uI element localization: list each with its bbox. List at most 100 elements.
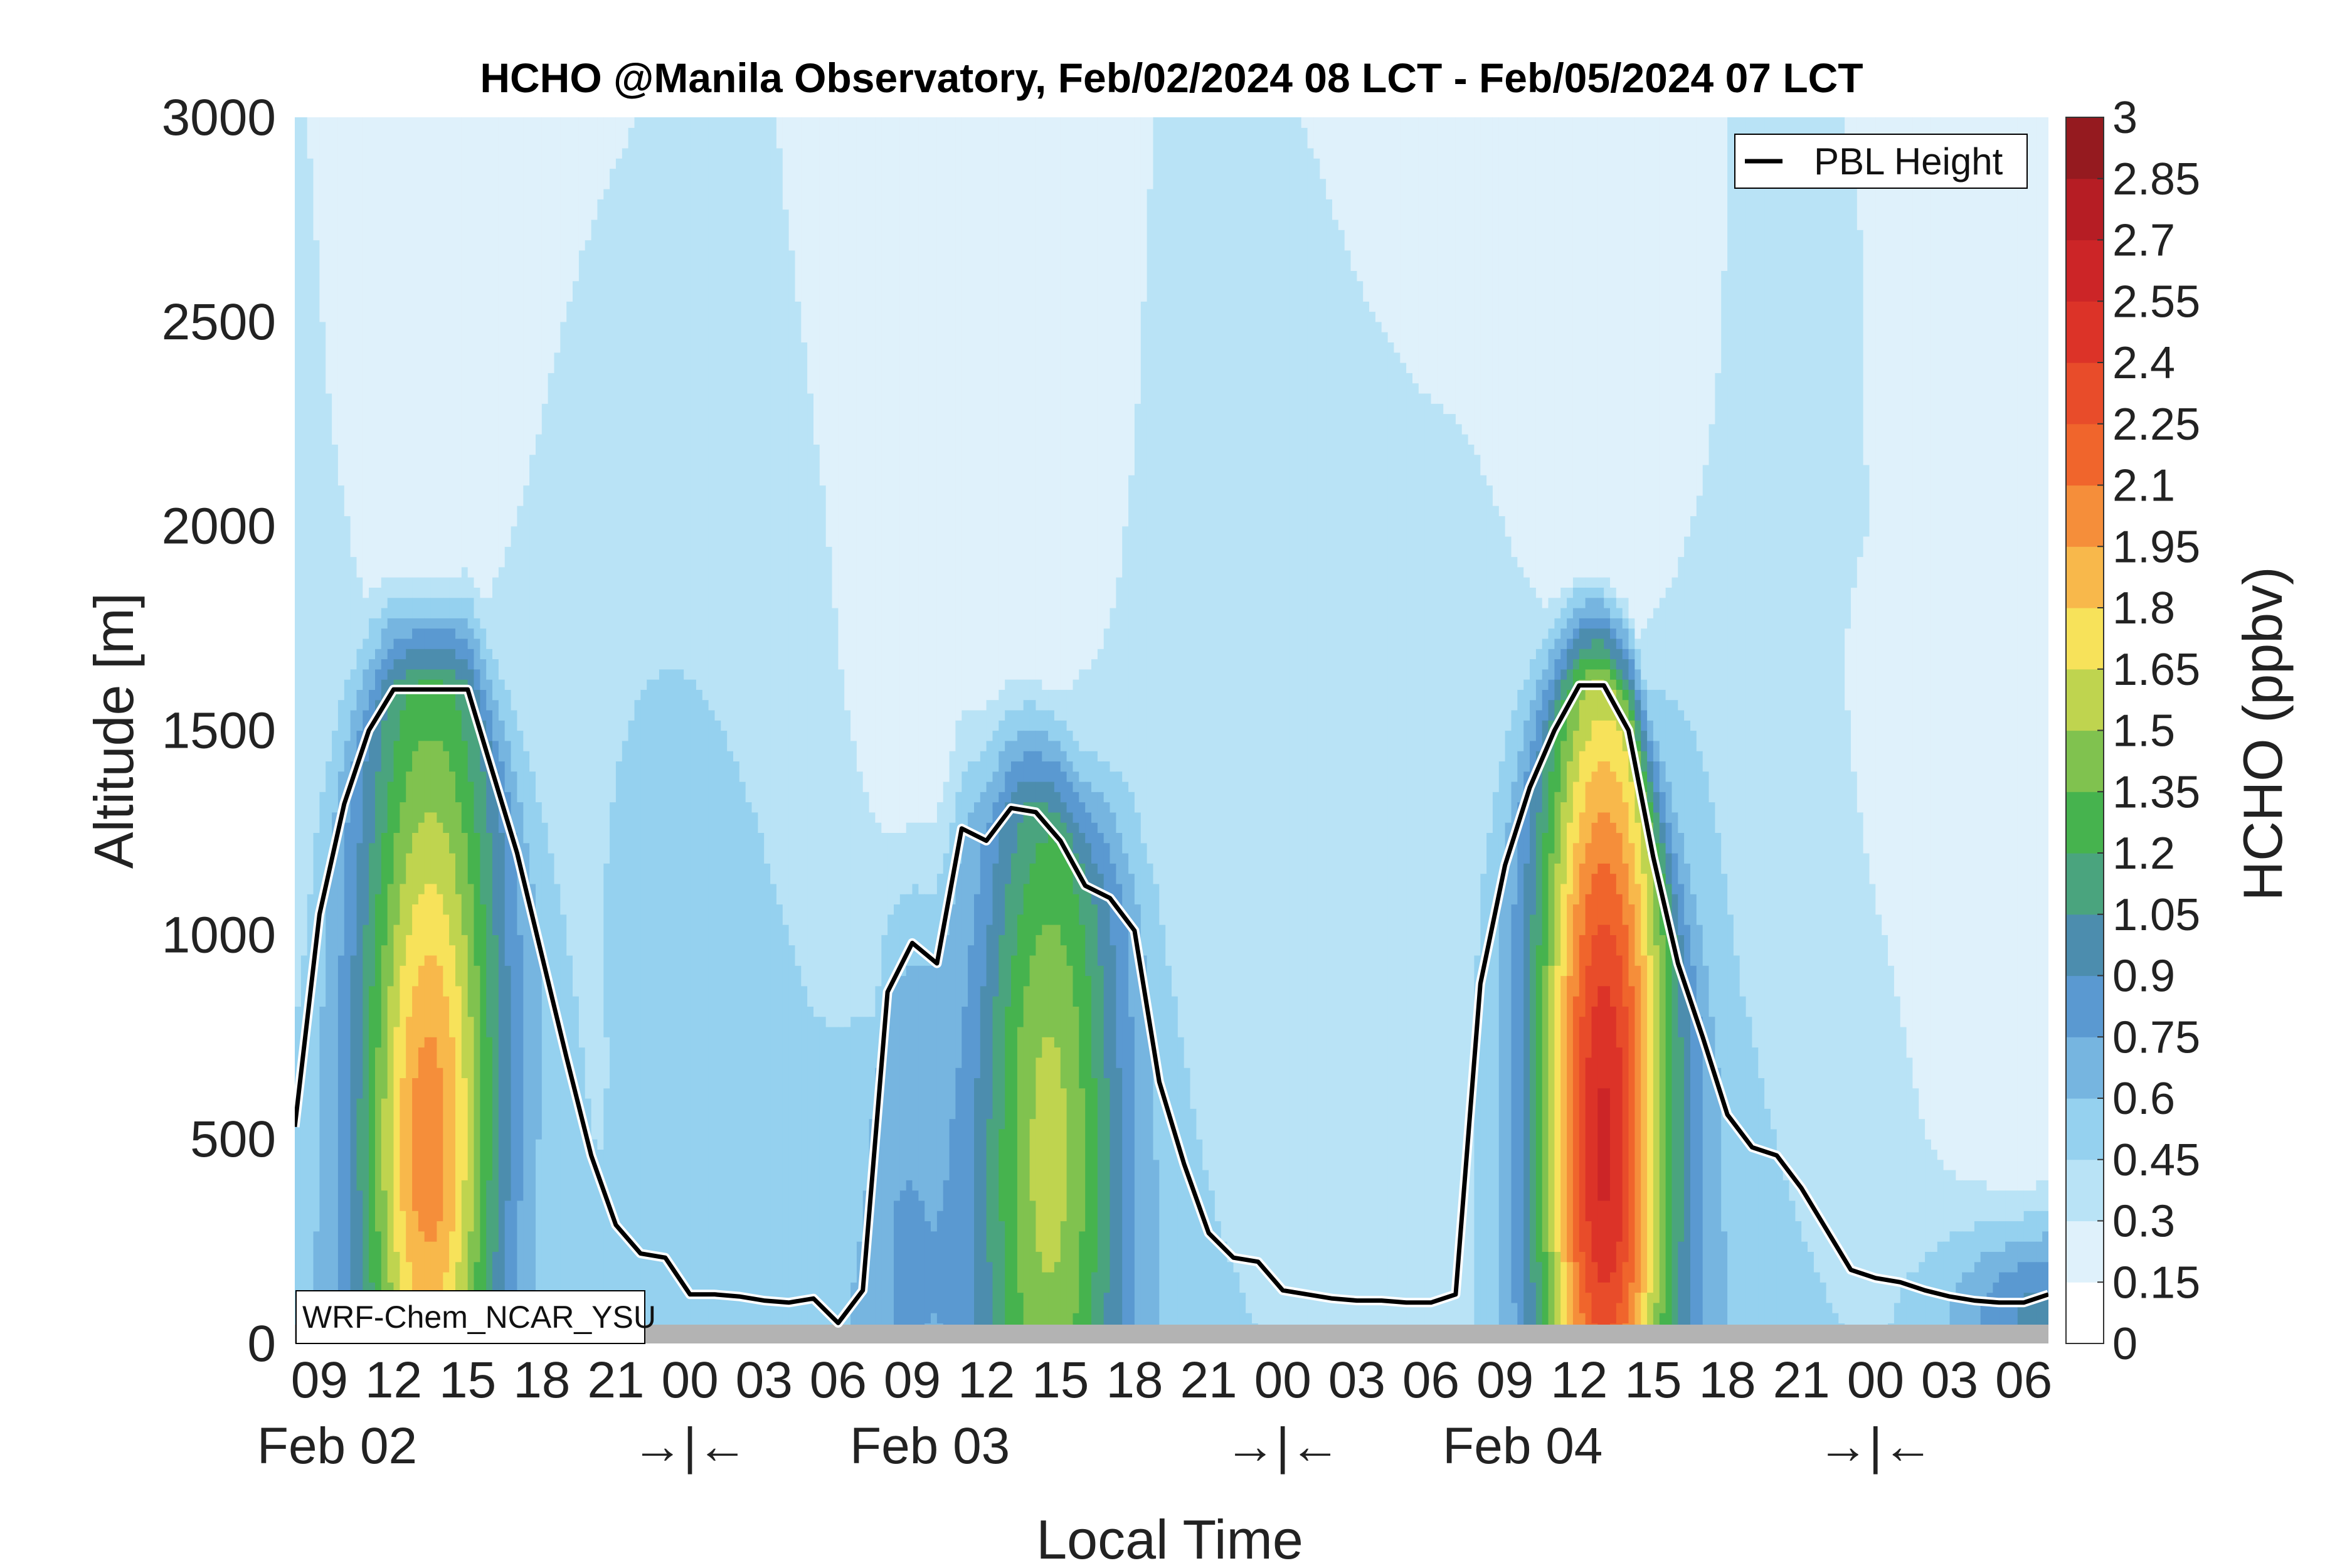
contour-cell <box>1017 117 1024 680</box>
contour-cell <box>1610 638 1617 660</box>
contour-cell <box>492 935 499 1252</box>
contour-cell <box>443 751 450 833</box>
contour-cell <box>1739 117 1747 997</box>
contour-cell <box>782 924 790 1343</box>
contour-cell <box>1486 832 1493 1343</box>
contour-cell <box>1597 1200 1604 1283</box>
contour-cell <box>671 117 678 670</box>
contour-cell <box>1042 709 1049 731</box>
contour-cell <box>504 792 512 966</box>
contour-cell <box>1468 117 1475 445</box>
contour-cell <box>1591 935 1598 1007</box>
contour-cell <box>887 832 894 915</box>
contour-cell <box>1042 761 1049 782</box>
contour-cell <box>782 117 790 210</box>
contour-cell <box>1628 709 1635 721</box>
contour-cell <box>406 689 413 772</box>
contour-cell <box>375 669 382 701</box>
contour-cell <box>881 117 888 833</box>
contour-cell <box>1628 904 1635 987</box>
contour-cell <box>350 955 357 1334</box>
contour-cell <box>548 117 554 373</box>
contour-cell <box>1993 1221 2000 1252</box>
contour-cell <box>536 117 543 435</box>
contour-cell <box>1733 117 1740 956</box>
contour-cell <box>1307 147 1314 1343</box>
contour-cell <box>1214 1221 1222 1343</box>
contour-cell <box>986 822 993 925</box>
contour-cell <box>2017 1221 2025 1242</box>
contour-cell <box>943 117 950 782</box>
contour-cell <box>1535 945 1543 1263</box>
contour-cell <box>659 117 666 670</box>
contour-cell <box>1696 751 1703 925</box>
contour-cell <box>474 618 480 639</box>
contour-cell <box>412 1078 419 1211</box>
contour-cell <box>356 689 363 731</box>
contour-cell <box>523 485 530 751</box>
contour-cell <box>1554 965 1561 1252</box>
contour-cell <box>517 506 524 731</box>
contour-cell <box>1604 669 1611 690</box>
contour-cell <box>2036 1261 2043 1293</box>
contour-cell <box>504 117 512 547</box>
contour-cell <box>968 945 975 1343</box>
contour-cell <box>1523 117 1530 578</box>
contour-cell <box>999 720 1005 751</box>
contour-cell <box>850 117 857 741</box>
contour-cell <box>449 618 456 629</box>
contour-cell <box>1023 730 1030 751</box>
contour-cell <box>313 832 320 1232</box>
contour-cell <box>1036 751 1042 782</box>
contour-cell <box>350 669 357 711</box>
contour-cell <box>486 597 493 649</box>
contour-cell <box>1616 669 1623 680</box>
contour-cell <box>1554 597 1561 618</box>
colorbar-tick-label: 1.35 <box>2112 767 2200 817</box>
contour-cell <box>467 597 475 629</box>
x-tick-label: 03 <box>736 1352 793 1409</box>
contour-cell <box>1060 117 1067 690</box>
contour-cell <box>1986 1190 1993 1222</box>
colorbar-segment <box>2066 240 2104 302</box>
contour-cell <box>387 577 395 598</box>
contour-cell <box>2042 1261 2048 1293</box>
contour-cell <box>936 945 944 1211</box>
contour-cell <box>1542 638 1549 670</box>
contour-cell <box>999 1221 1005 1343</box>
contour-cell <box>430 597 437 618</box>
colorbar-tick-label: 1.5 <box>2112 706 2175 756</box>
contour-cell <box>1622 597 1629 618</box>
contour-cell <box>1560 628 1567 649</box>
contour-cell <box>424 628 432 649</box>
x-tick-label: 00 <box>1847 1352 1904 1409</box>
contour-cell <box>912 117 919 823</box>
contour-cell <box>443 577 450 598</box>
contour-cell <box>1172 117 1179 997</box>
contour-cell <box>782 209 790 925</box>
contour-cell <box>733 761 740 1343</box>
contour-cell <box>1659 689 1666 761</box>
contour-cell <box>1103 1292 1111 1343</box>
contour-cell <box>400 1210 406 1303</box>
contour-cell <box>424 1241 432 1313</box>
contour-cell <box>1665 117 1672 588</box>
contour-cell <box>955 720 962 792</box>
x-tick-label: 15 <box>1032 1352 1089 1409</box>
contour-cell <box>1567 669 1574 690</box>
contour-cell <box>1882 117 1888 935</box>
contour-cell <box>1641 730 1648 751</box>
contour-cell <box>437 740 443 823</box>
contour-cell <box>1912 1088 1919 1273</box>
contour-cell <box>1048 832 1055 925</box>
colorbar-tick-label: 0 <box>2112 1319 2137 1369</box>
contour-cell <box>2017 1241 2025 1263</box>
contour-cell <box>999 792 1005 823</box>
contour-cell <box>1721 117 1728 271</box>
contour-cell <box>467 117 475 578</box>
contour-cell <box>418 965 425 1048</box>
contour-cell <box>337 485 345 701</box>
contour-cell <box>1702 464 1710 772</box>
colorbar-segment <box>2066 1159 2104 1222</box>
contour-cell <box>1023 679 1030 701</box>
